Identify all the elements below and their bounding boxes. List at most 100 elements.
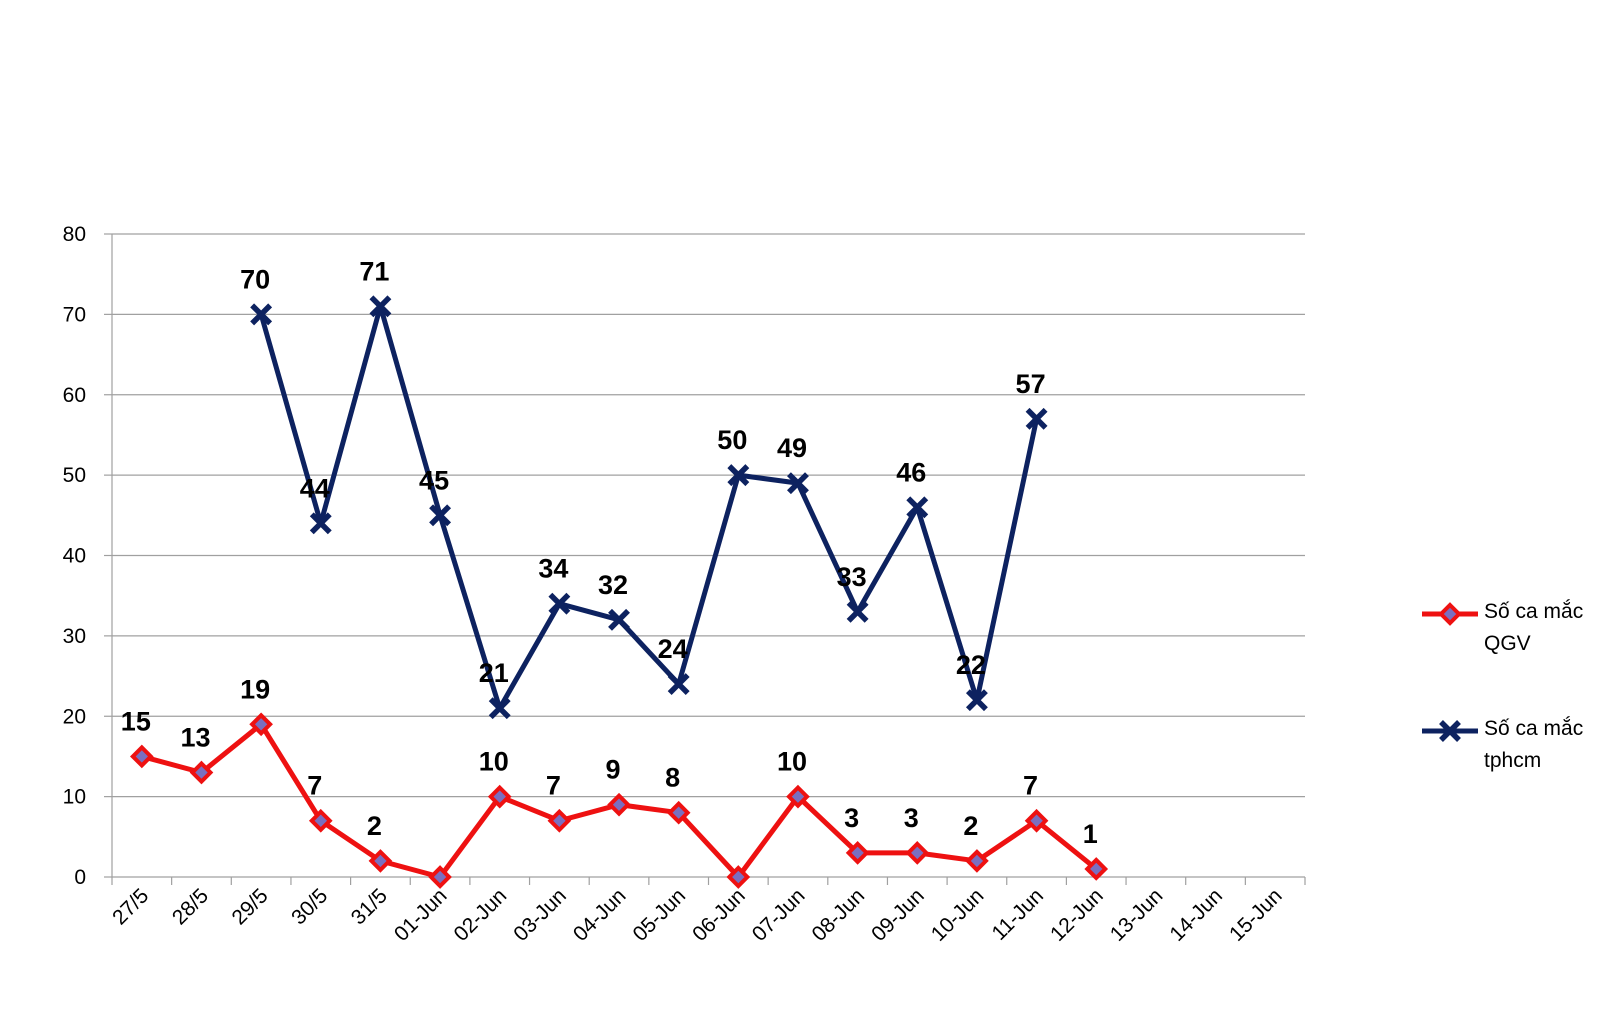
data-point: [607, 792, 631, 817]
x-tick-label: 06-Jun: [688, 884, 750, 946]
y-tick-label: 40: [63, 545, 86, 568]
data-point: [965, 689, 988, 712]
y-tick-label: 30: [63, 625, 86, 648]
data-label: 33: [837, 562, 867, 592]
x-tick-label: 04-Jun: [569, 884, 631, 946]
x-tick-label: 12-Jun: [1046, 884, 1108, 946]
data-label: 19: [240, 674, 270, 704]
data-label: 57: [1016, 369, 1046, 399]
marker-shape: [905, 841, 930, 865]
data-label: 7: [546, 771, 561, 801]
data-point: [906, 496, 929, 519]
x-tick-label: 13-Jun: [1106, 884, 1168, 946]
marker-shape: [1438, 602, 1462, 626]
data-point: [667, 673, 690, 696]
data-point: [845, 841, 870, 865]
x-tick-label: 01-Jun: [390, 884, 452, 946]
x-tick-label: 02-Jun: [450, 884, 512, 946]
data-point: [965, 849, 989, 873]
data-point: [429, 504, 452, 527]
data-label: 8: [665, 763, 680, 793]
x-tick-label: 11-Jun: [988, 884, 1049, 945]
marker-shape: [726, 865, 751, 889]
data-label: 2: [367, 811, 382, 841]
y-tick-label: 80: [63, 223, 86, 246]
marker-shape: [547, 808, 572, 833]
data-label: 15: [121, 706, 151, 736]
marker-shape: [607, 792, 631, 817]
x-tick-label: 29/5: [227, 884, 272, 929]
data-label: 22: [956, 650, 986, 680]
data-point: [1084, 857, 1109, 881]
legend-label: Số ca mắc QGV: [1484, 600, 1584, 655]
data-point: [189, 760, 214, 785]
data-point: [1024, 808, 1049, 833]
data-label: 32: [598, 570, 628, 600]
data-label: 49: [777, 433, 807, 463]
data-label: 1: [1083, 819, 1098, 849]
x-tick-label: 31/5: [347, 884, 392, 929]
data-label: 7: [307, 771, 322, 801]
x-tick-label: 05-Jun: [629, 884, 691, 946]
y-tick-label: 50: [63, 464, 86, 487]
y-tick-label: 20: [63, 705, 86, 728]
data-label: 21: [479, 658, 509, 688]
marker-shape: [129, 744, 154, 769]
data-label: 3: [904, 803, 919, 833]
x-tick-label: 09-Jun: [867, 884, 929, 946]
data-label: 2: [963, 811, 978, 841]
data-point: [608, 608, 630, 631]
data-label: 13: [180, 723, 210, 753]
x-tick-label: 15-Jun: [1225, 884, 1287, 946]
legend-marker: [1439, 720, 1461, 742]
data-label: 10: [479, 747, 509, 777]
data-point: [726, 865, 751, 889]
data-label: 10: [777, 747, 807, 777]
marker-shape: [189, 760, 214, 785]
marker-shape: [845, 841, 870, 865]
data-point: [488, 697, 511, 720]
data-point: [250, 303, 273, 326]
data-point: [727, 464, 750, 487]
x-tick-label: 28/5: [168, 884, 213, 929]
legend-marker: [1438, 602, 1462, 626]
data-point: [309, 512, 332, 535]
data-label: 24: [658, 634, 688, 664]
y-tick-label: 70: [63, 303, 86, 326]
data-point: [308, 808, 333, 833]
x-tick-label: 07-Jun: [748, 884, 810, 946]
legend-label: Số ca mắc tphcm: [1484, 717, 1584, 772]
y-tick-label: 0: [74, 866, 86, 889]
data-point: [905, 841, 930, 865]
x-tick-label: 27/5: [108, 884, 153, 929]
y-tick-label: 60: [63, 384, 86, 407]
x-tick-label: 10-Jun: [927, 884, 989, 946]
data-point: [1025, 407, 1048, 430]
marker-shape: [428, 865, 452, 889]
data-label: 44: [300, 473, 330, 503]
marker-shape: [368, 849, 393, 873]
marker-shape: [1084, 857, 1109, 881]
data-label: 3: [844, 803, 859, 833]
data-point: [787, 472, 809, 495]
marker-shape: [249, 712, 273, 737]
data-point: [368, 849, 393, 873]
data-label: 46: [896, 457, 926, 487]
data-point: [249, 712, 273, 737]
y-tick-label: 10: [63, 786, 86, 809]
data-label: 7: [1023, 771, 1038, 801]
series-line: [258, 303, 1040, 711]
data-point: [129, 744, 154, 769]
marker-shape: [786, 784, 810, 809]
data-label: 34: [538, 554, 568, 584]
x-tick-label: 08-Jun: [807, 884, 869, 946]
data-point: [547, 808, 572, 833]
data-point: [369, 295, 392, 318]
marker-shape: [965, 849, 989, 873]
x-tick-label: 14-Jun: [1165, 884, 1227, 946]
data-point: [428, 865, 452, 889]
data-label: 71: [359, 256, 389, 286]
marker-shape: [487, 784, 512, 809]
